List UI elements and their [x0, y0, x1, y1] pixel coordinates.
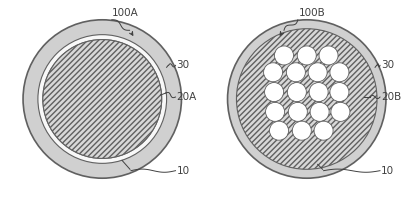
Text: 30: 30 — [177, 60, 190, 70]
Circle shape — [331, 102, 350, 121]
Text: 100A: 100A — [112, 8, 139, 18]
Circle shape — [297, 46, 316, 65]
Circle shape — [265, 102, 285, 121]
Circle shape — [314, 121, 333, 140]
Circle shape — [43, 40, 162, 158]
Circle shape — [288, 102, 307, 121]
Text: 20A: 20A — [177, 92, 197, 102]
Text: 100B: 100B — [299, 8, 326, 18]
Circle shape — [330, 83, 349, 102]
Circle shape — [309, 83, 328, 102]
Circle shape — [265, 83, 283, 102]
Circle shape — [43, 40, 162, 158]
Circle shape — [227, 20, 386, 178]
Circle shape — [292, 121, 311, 140]
Text: 10: 10 — [177, 166, 190, 176]
Circle shape — [286, 63, 306, 82]
Circle shape — [236, 29, 377, 169]
Circle shape — [270, 121, 288, 140]
Circle shape — [23, 20, 182, 178]
Circle shape — [263, 63, 283, 82]
Text: 30: 30 — [381, 60, 394, 70]
Circle shape — [308, 63, 327, 82]
Circle shape — [274, 46, 294, 65]
Circle shape — [330, 63, 349, 82]
Text: 20B: 20B — [381, 92, 401, 102]
Circle shape — [310, 102, 329, 121]
Text: 10: 10 — [381, 166, 394, 176]
Circle shape — [38, 35, 166, 163]
Circle shape — [319, 46, 338, 65]
Circle shape — [288, 83, 306, 102]
